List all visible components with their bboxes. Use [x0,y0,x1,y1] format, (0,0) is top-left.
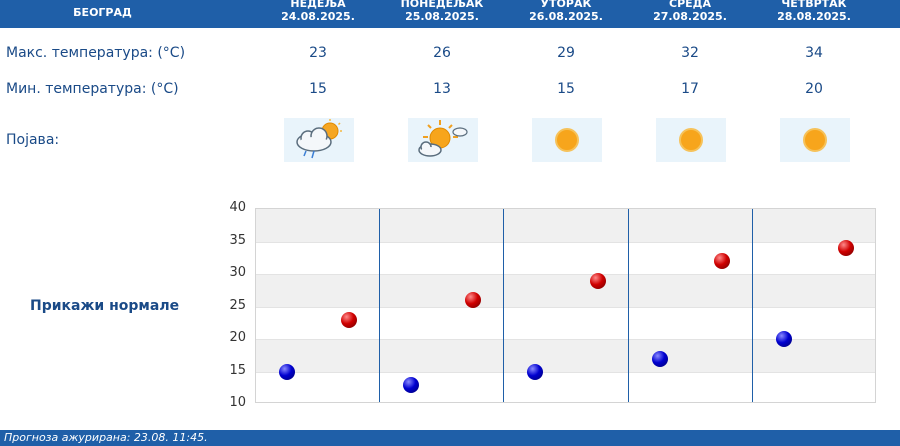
grid-band [256,274,875,307]
max-temp-value: 34 [805,45,823,61]
day-header-5: ЧЕТВРТАК 28.08.2025. [752,0,876,23]
day-date: 27.08.2025. [653,10,727,23]
day-header-2: ПОНЕДЕЉАК 25.08.2025. [380,0,504,23]
max-temp-point[interactable] [837,240,854,256]
day-name: СРЕДА [669,0,711,10]
min-temp-point[interactable] [651,350,668,367]
y-tick-label: 10 [229,395,246,410]
day-date: 24.08.2025. [281,10,355,23]
day-name: НЕДЕЉА [290,0,346,10]
cloud-rain-sun-icon [284,118,354,162]
sun-icon [780,118,850,162]
min-temp-value: 13 [433,81,451,97]
day-separator [627,209,629,402]
grid-line [256,274,875,275]
max-temp-point[interactable] [589,272,606,289]
max-temp-point[interactable] [341,311,358,328]
y-tick-label: 30 [229,265,246,280]
max-temp-value: 23 [309,45,327,61]
min-temp-point[interactable] [775,331,792,347]
day-name: УТОРАК [540,0,592,10]
grid-line [256,371,875,373]
max-temp-value: 32 [681,45,699,61]
max-temp-value: 26 [433,45,451,61]
y-tick-label: 20 [229,330,246,345]
temperature-chart [255,208,876,403]
min-temp-point[interactable] [403,376,420,393]
grid-line [256,339,875,340]
day-date: 26.08.2025. [529,10,603,23]
min-temp-value: 17 [681,81,699,97]
day-separator [751,209,753,402]
update-footer: Прогноза ажурирана: 23.08. 11:45. [0,430,900,446]
min-temp-value: 15 [309,81,327,97]
sun-icon [656,118,726,162]
y-tick-label: 25 [229,297,246,313]
day-separator [379,209,381,402]
grid-line [256,241,875,243]
forecast-header: БЕОГРАД НЕДЕЉА 24.08.2025. ПОНЕДЕЉАК 25.08… [0,0,900,28]
phenomenon-label: Појава: [6,132,60,148]
min-temp-label: Мин. температура: (°C) [6,81,179,97]
min-temp-point[interactable] [527,363,544,380]
day-header-1: НЕДЕЉА 24.08.2025. [256,0,380,23]
city-name: БЕОГРАД [73,6,132,19]
y-tick-label: 15 [229,362,246,378]
sun-cloud-icon [408,118,478,162]
day-name: ПОНЕДЕЉАК [400,0,484,10]
sun-icon [532,118,602,162]
max-temp-point[interactable] [465,292,482,308]
min-temp-point[interactable] [279,363,296,380]
y-tick-label: 35 [229,232,246,248]
min-temp-value: 15 [557,81,575,97]
day-header-3: УТОРАК 26.08.2025. [504,0,628,23]
day-name: ЧЕТВРТАК [781,0,847,10]
day-date: 25.08.2025. [405,10,479,23]
day-date: 28.08.2025. [777,10,851,23]
max-temp-value: 29 [557,45,575,61]
grid-line [256,306,875,308]
min-temp-value: 20 [805,81,823,97]
max-temp-point[interactable] [713,253,730,269]
grid-band [256,209,875,242]
y-tick-label: 40 [229,200,246,215]
max-temp-label: Макс. температура: (°C) [6,45,186,61]
grid-band [256,339,875,372]
day-header-4: СРЕДА 27.08.2025. [628,0,752,23]
show-normals-link[interactable]: Прикажи нормале [30,298,180,314]
day-separator [503,209,505,402]
